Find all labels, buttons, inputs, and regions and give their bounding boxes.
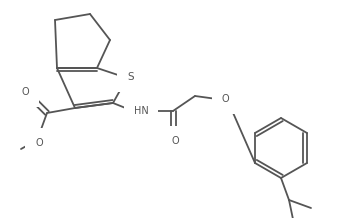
Text: HN: HN (134, 106, 148, 116)
Text: O: O (171, 136, 179, 146)
Text: O: O (222, 94, 230, 104)
Text: O: O (35, 138, 43, 148)
Text: S: S (128, 72, 134, 82)
Text: O: O (21, 87, 29, 97)
